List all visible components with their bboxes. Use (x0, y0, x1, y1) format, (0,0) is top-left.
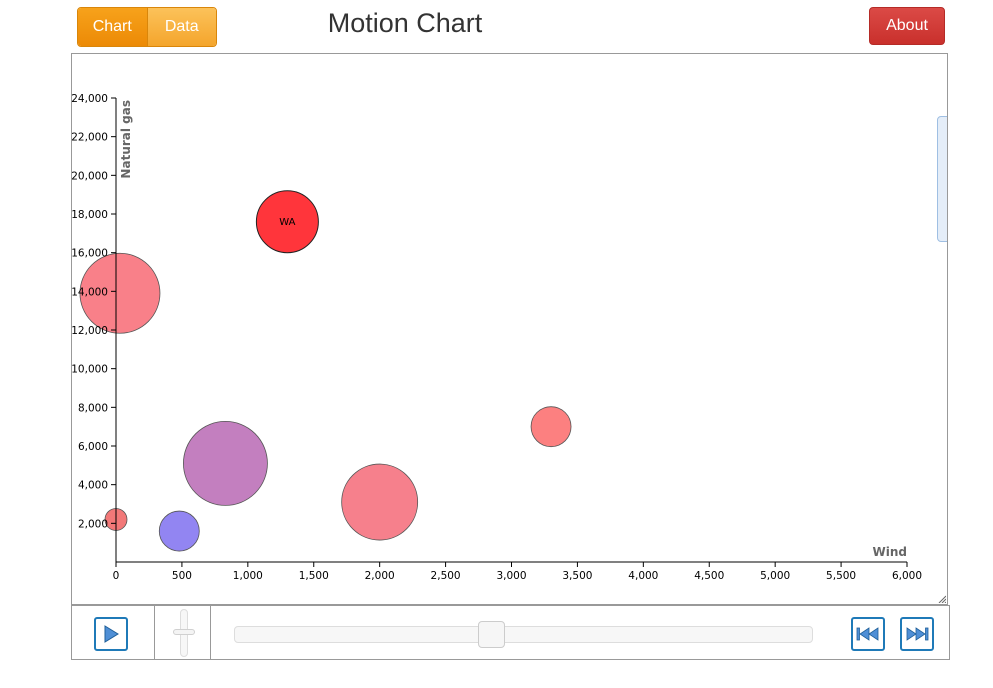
x-tick-label: 5,500 (826, 570, 856, 582)
time-slider-thumb[interactable] (477, 621, 505, 648)
tab-data[interactable]: Data (147, 8, 216, 46)
tab-chart[interactable]: Chart (78, 8, 148, 46)
divider (210, 606, 211, 659)
resize-grip-icon[interactable] (938, 595, 946, 603)
x-tick-label: 2,000 (365, 570, 395, 582)
y-tick-label: 6,000 (78, 441, 108, 453)
x-tick-label: 3,500 (562, 570, 592, 582)
divider (154, 606, 155, 659)
play-icon (104, 625, 119, 643)
y-tick-label: 18,000 (72, 209, 108, 221)
x-axis: 0 500 1,000 1,500 2,000 2,500 3,000 3,500 4,000 4… (113, 561, 922, 582)
x-tick-label: 4,500 (694, 570, 724, 582)
chart-panel: WA 0 500 1,000 1,500 2,000 2,500 3,000 3,500 4,0… (71, 53, 948, 605)
bubble-layer: WA (79, 190, 572, 552)
y-tick-label: 2,000 (78, 518, 108, 530)
play-button[interactable] (94, 617, 128, 651)
skip-back-button[interactable] (851, 617, 885, 651)
page-title: Motion Chart (327, 8, 483, 38)
y-tick-label: 16,000 (72, 248, 108, 260)
bubble-1[interactable] (158, 510, 200, 552)
x-tick-label: 6,000 (892, 570, 922, 582)
y-tick-label: 10,000 (72, 364, 108, 376)
speed-slider[interactable] (173, 609, 195, 657)
y-tick-label: 24,000 (72, 93, 108, 105)
x-tick-label: 2,500 (431, 570, 461, 582)
x-tick-label: 4,000 (628, 570, 658, 582)
playback-controls (71, 605, 950, 660)
y-axis: 2,000 4,000 6,000 8,000 10,000 12,000 14,000 16… (72, 93, 117, 562)
y-axis-title: Natural gas (119, 100, 133, 179)
y-tick-label: 12,000 (72, 325, 108, 337)
y-tick-label: 22,000 (72, 132, 108, 144)
about-button[interactable]: About (869, 7, 945, 45)
bubble-4[interactable] (79, 252, 161, 334)
motion-chart: WA 0 500 1,000 1,500 2,000 2,500 3,000 3,500 4,0… (72, 93, 922, 582)
time-slider[interactable] (234, 621, 813, 648)
speed-thumb[interactable] (173, 629, 195, 635)
x-axis-title: Wind (873, 545, 907, 559)
x-tick-label: 1,500 (299, 570, 329, 582)
x-tick-label: 0 (113, 570, 120, 582)
x-tick-label: 3,000 (496, 570, 526, 582)
x-tick-label: 5,000 (760, 570, 790, 582)
x-tick-label: 1,000 (233, 570, 263, 582)
skip-forward-button[interactable] (900, 617, 934, 651)
y-tick-label: 4,000 (78, 480, 108, 492)
bubble-5[interactable] (341, 463, 419, 541)
skip-back-icon (856, 627, 879, 641)
bubble-3[interactable] (255, 190, 319, 254)
skip-forward-icon (906, 627, 929, 641)
side-panel-handle[interactable] (937, 116, 947, 242)
bubble-6[interactable] (530, 406, 572, 448)
y-tick-label: 20,000 (72, 170, 108, 182)
x-tick-label: 500 (172, 570, 192, 582)
y-tick-label: 8,000 (78, 402, 108, 414)
view-tabs: Chart Data (77, 7, 217, 47)
bubble-label: WA (279, 217, 295, 228)
y-tick-label: 14,000 (72, 286, 108, 298)
bubble-2[interactable] (183, 420, 268, 506)
